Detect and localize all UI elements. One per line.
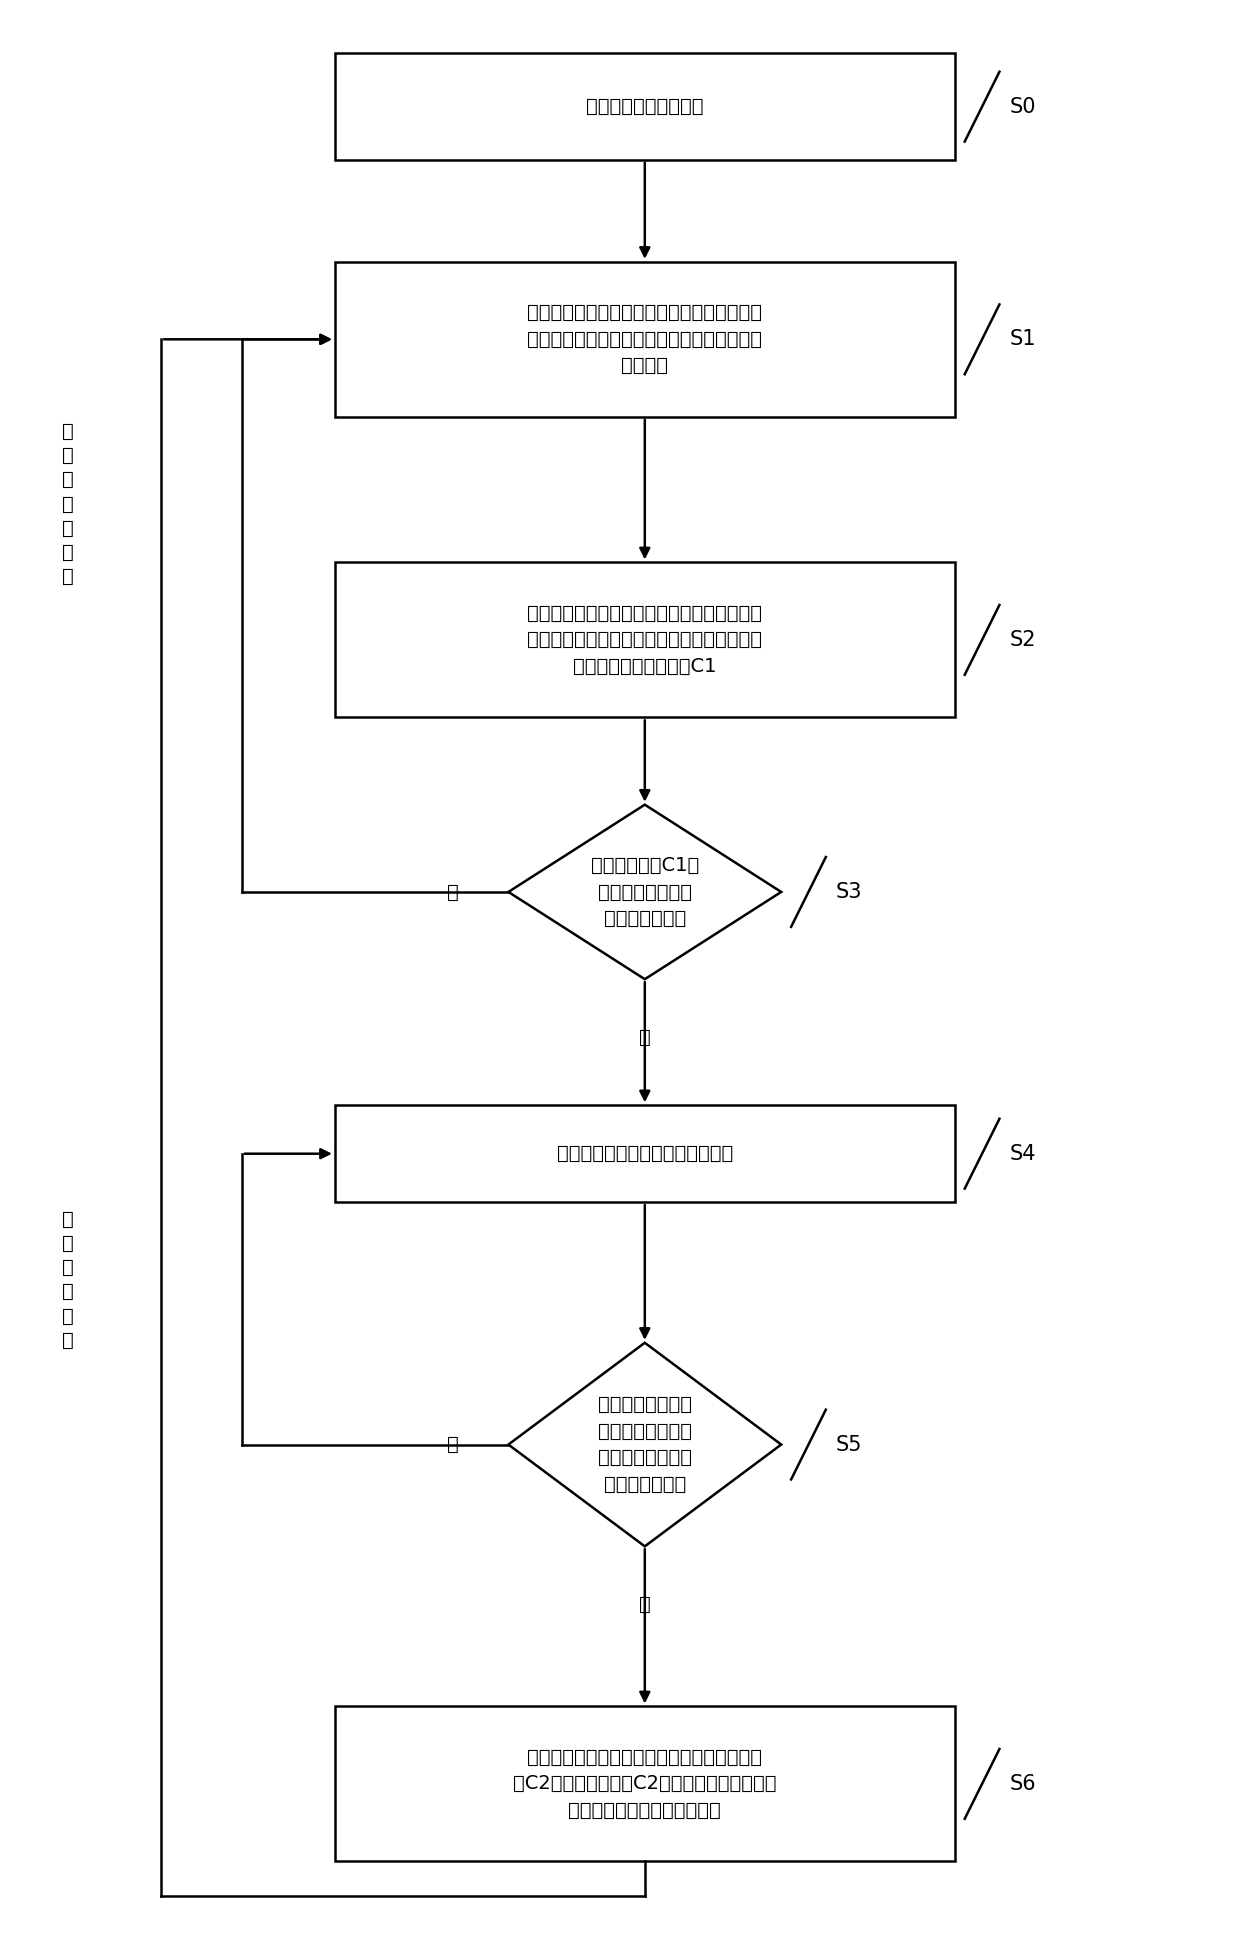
Bar: [335, 562, 955, 717]
Text: S0: S0: [1009, 97, 1035, 116]
Text: 经
一
定
时
间
后: 经 一 定 时 间 后: [62, 1210, 74, 1350]
Text: 获取区间平均电流、上级电量区间到本级电量
区间变换时的剩余电量和本级电量区间的电池
使用时间: 获取区间平均电流、上级电量区间到本级电量 区间变换时的剩余电量和本级电量区间的电…: [527, 302, 763, 376]
Text: 否: 否: [446, 1435, 459, 1454]
Text: 是: 是: [639, 1028, 651, 1047]
Text: S6: S6: [1009, 1774, 1035, 1794]
Text: 否: 否: [446, 882, 459, 902]
Text: 根据剩余电量C1判
断是否发生第一电
量区间等级变换: 根据剩余电量C1判 断是否发生第一电 量区间等级变换: [590, 855, 699, 929]
Bar: [335, 262, 955, 417]
Polygon shape: [508, 1342, 781, 1547]
Text: S5: S5: [836, 1435, 862, 1454]
Text: S2: S2: [1009, 630, 1035, 650]
Text: 根据区间平均电流、上级电量区间到本级电量
区间变换时的剩余电量和本级电量区间的电池
使用时间获得剩余电量C1: 根据区间平均电流、上级电量区间到本级电量 区间变换时的剩余电量和本级电量区间的电…: [527, 603, 763, 677]
Text: S4: S4: [1009, 1144, 1035, 1163]
Text: 根据当前电池温度
和当前电池电压判
断是否发生第二电
量区间等级变换: 根据当前电池温度 和当前电池电压判 断是否发生第二电 量区间等级变换: [598, 1396, 692, 1493]
Polygon shape: [508, 805, 781, 979]
Text: 划分电池电量等级区间: 划分电池电量等级区间: [587, 97, 703, 116]
Text: S3: S3: [836, 882, 862, 902]
Text: 获取当前电池温度和当前电池电压: 获取当前电池温度和当前电池电压: [557, 1144, 733, 1163]
Bar: [335, 1706, 955, 1861]
Text: 是: 是: [639, 1596, 651, 1613]
Text: S1: S1: [1009, 330, 1035, 349]
Text: 根据当前电池温度和当前电池电压获取剩余电
量C2，并将剩余电量C2作为上级电量区间到本
级电量区间变换时的剩余电量: 根据当前电池温度和当前电池电压获取剩余电 量C2，并将剩余电量C2作为上级电量区…: [513, 1747, 776, 1821]
Text: 间
隔
预
设
时
长
后: 间 隔 预 设 时 长 后: [62, 423, 74, 586]
Bar: [335, 52, 955, 159]
Bar: [335, 1105, 955, 1202]
